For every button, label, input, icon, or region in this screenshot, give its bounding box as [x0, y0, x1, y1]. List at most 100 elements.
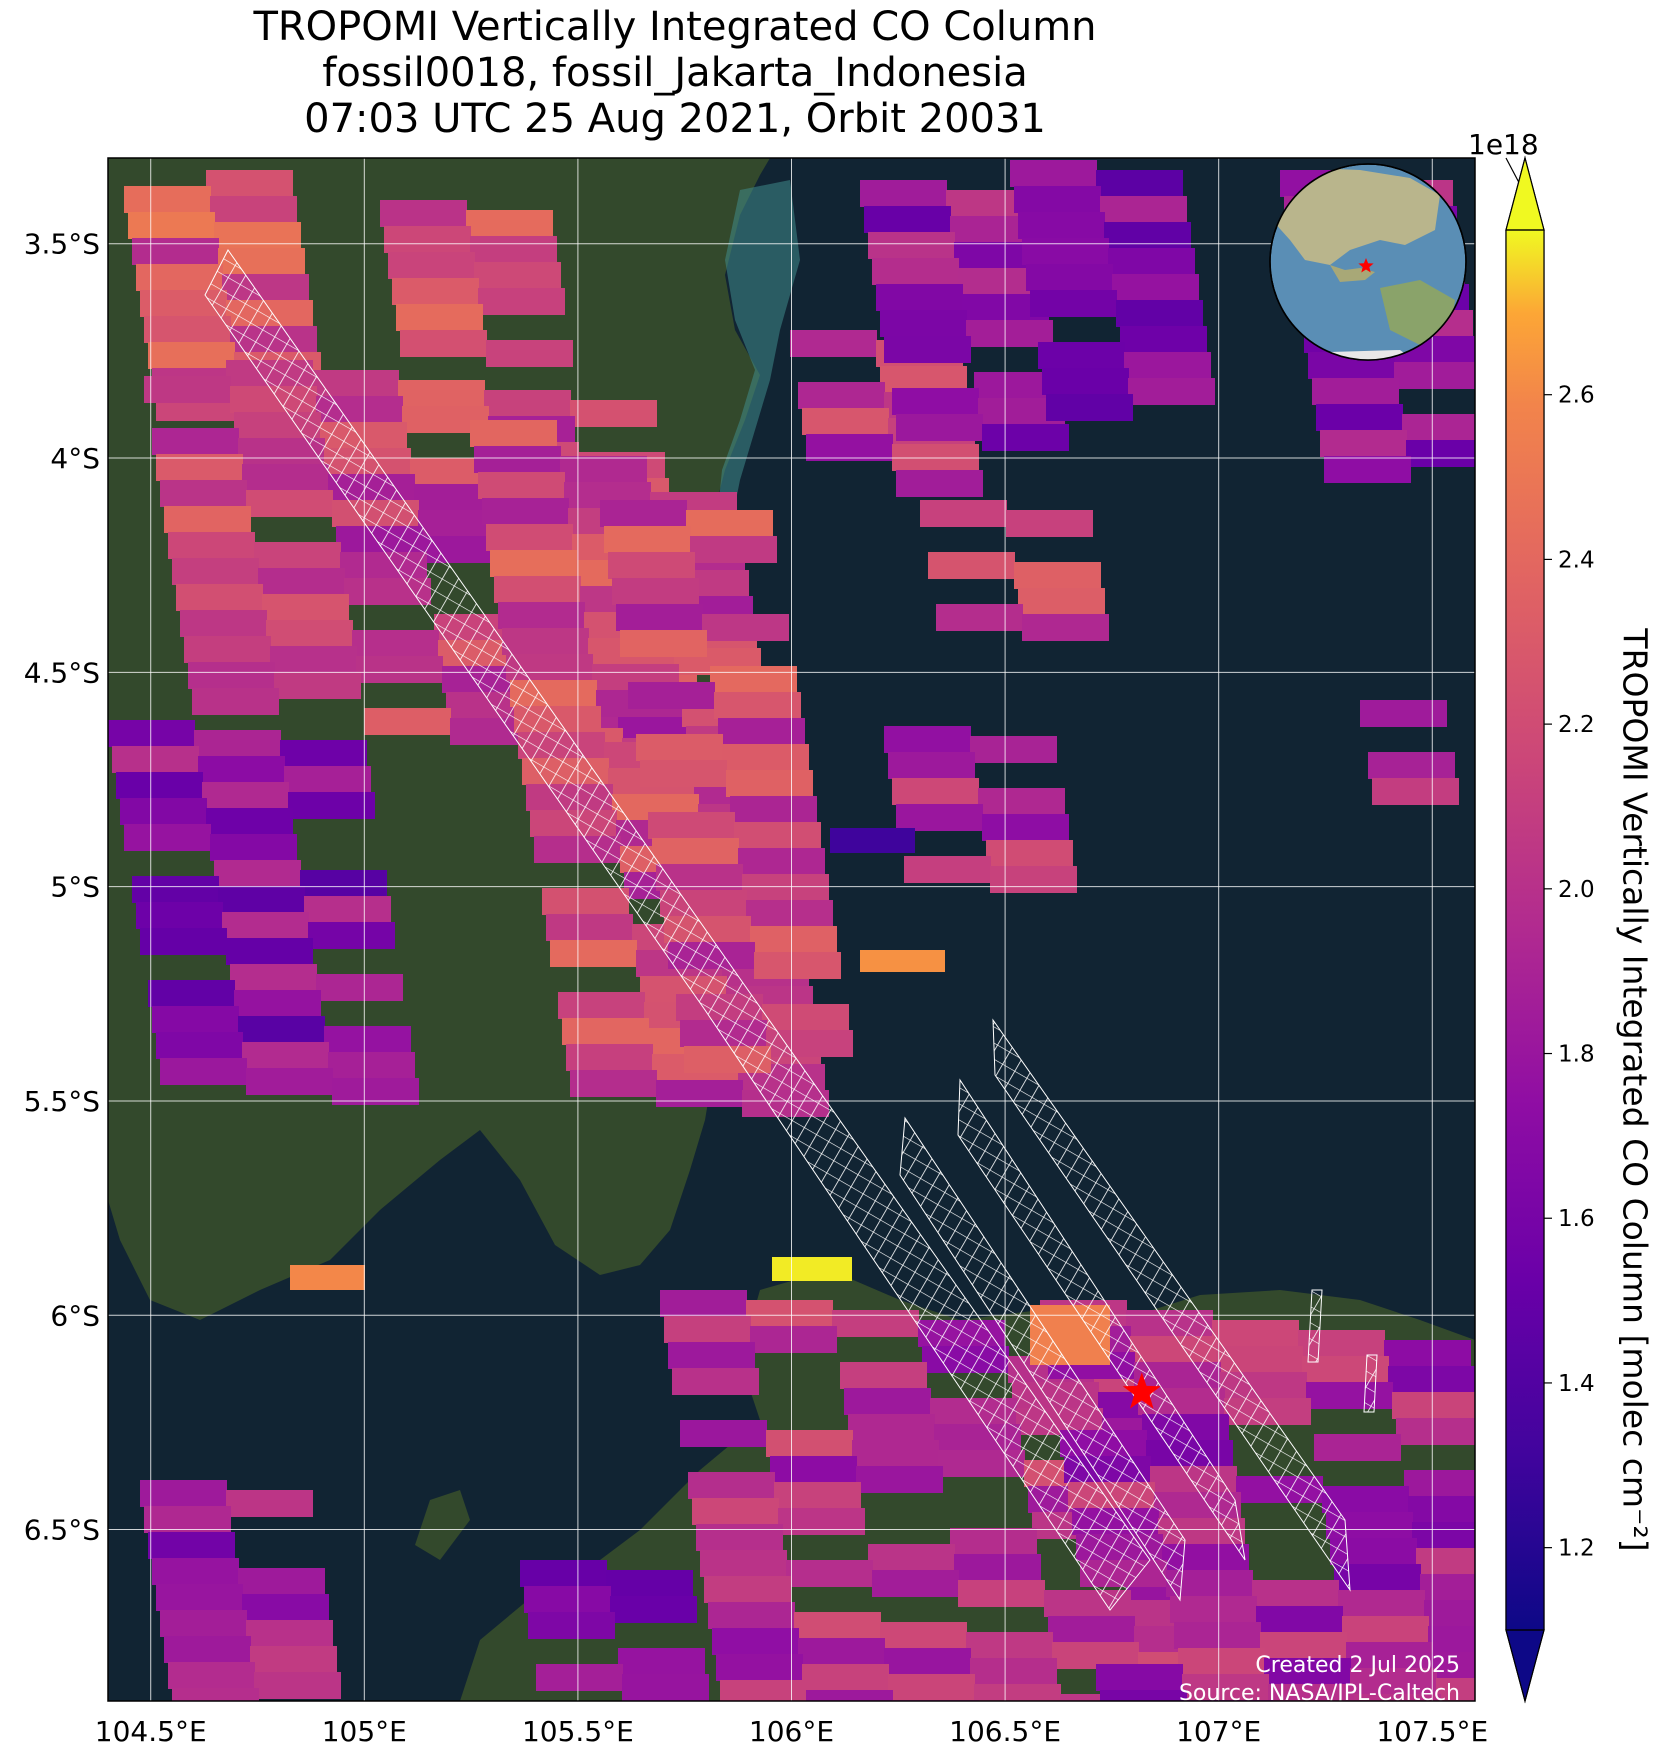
co-pixel [148, 1532, 235, 1559]
co-pixel [958, 1580, 1045, 1607]
co-pixel [290, 1265, 365, 1290]
co-pixel [300, 870, 387, 897]
co-pixel [864, 206, 951, 233]
co-pixel [840, 1362, 927, 1389]
credit-created: Created 2 Jul 2025 [1255, 1653, 1460, 1678]
co-pixel [280, 740, 367, 767]
co-pixel [1038, 342, 1125, 369]
co-pixel [112, 746, 199, 773]
co-pixel [304, 896, 391, 923]
co-pixel [388, 252, 475, 279]
co-pixel [132, 876, 219, 903]
co-pixel [202, 782, 289, 809]
co-pixel [380, 200, 467, 227]
co-pixel [868, 232, 955, 259]
co-pixel [1320, 430, 1407, 457]
lat-tick-label: 6.5°S [24, 1514, 100, 1547]
co-pixel [1096, 170, 1183, 197]
lon-tick-label: 104.5°E [95, 1715, 207, 1748]
co-pixel [738, 848, 825, 875]
co-pixel [762, 1004, 849, 1031]
co-pixel [860, 950, 945, 972]
co-pixel [896, 470, 983, 497]
co-pixel [672, 1368, 759, 1395]
co-pixel [270, 646, 357, 673]
co-pixel [1360, 700, 1447, 727]
co-pixel [664, 1316, 751, 1343]
co-pixel [1014, 562, 1101, 589]
co-pixel [206, 808, 293, 835]
co-pixel [128, 212, 215, 239]
co-pixel [1306, 1382, 1393, 1409]
co-pixel [156, 1584, 243, 1611]
co-pixel [648, 812, 735, 839]
co-pixel [116, 772, 203, 799]
colorbar-tick-label: 2.2 [1558, 712, 1595, 738]
co-pixel [164, 1636, 251, 1663]
co-pixel [498, 602, 585, 629]
co-pixel [628, 682, 715, 709]
co-pixel [1324, 456, 1411, 483]
colorbar-tick-label: 1.6 [1558, 1206, 1595, 1232]
co-pixel [1014, 186, 1101, 213]
co-pixel [364, 708, 451, 735]
co-pixel [222, 912, 309, 939]
co-pixel [120, 798, 207, 825]
co-pixel [1048, 1616, 1135, 1643]
co-pixel [218, 886, 305, 913]
co-pixel [622, 1674, 709, 1701]
co-pixel [474, 446, 561, 473]
hatch-patch-1 [1307, 1289, 1323, 1363]
co-pixel [160, 1610, 247, 1637]
co-pixel [1212, 1320, 1299, 1347]
hatch-swath-main [204, 249, 1151, 1611]
co-pixel [1128, 378, 1215, 405]
co-pixel [892, 778, 979, 805]
co-pixel [168, 532, 255, 559]
co-pixel [928, 552, 1015, 579]
map-area[interactable]: Created 2 Jul 2025 Source: NASA/JPL-Calt… [108, 158, 1531, 1748]
co-pixel [356, 656, 443, 683]
title-line-2: fossil0018, fossil_Jakarta_Indonesia [322, 50, 1028, 96]
co-pixel [936, 604, 1023, 631]
colorbar-ticks: 1.2 1.4 1.6 1.8 2.0 2.2 2.4 2.6 [1544, 383, 1595, 1562]
co-pixel [266, 620, 353, 647]
lon-tick-label: 106°E [749, 1715, 834, 1748]
co-pixel [888, 1674, 975, 1701]
co-pixel [806, 434, 893, 461]
co-pixel [1272, 1710, 1359, 1737]
co-pixel [888, 752, 975, 779]
lon-tick-label: 107.5°E [1376, 1715, 1488, 1748]
co-pixel [164, 506, 251, 533]
lon-tick-labels: 104.5°E 105°E 105.5°E 106°E 106.5°E 107°E 107.… [95, 1715, 1488, 1748]
co-pixel [550, 940, 637, 967]
co-pixel [880, 310, 967, 337]
co-pixel [542, 888, 629, 915]
co-pixel [872, 1570, 959, 1597]
co-pixel [1384, 1340, 1471, 1367]
co-pixel [610, 1596, 697, 1623]
co-pixel [884, 1648, 971, 1675]
co-pixel [896, 804, 983, 831]
lat-tick-label: 5°S [50, 871, 100, 904]
co-pixel [1170, 1596, 1257, 1623]
co-pixel [1252, 1580, 1339, 1607]
co-pixel [766, 1430, 853, 1457]
co-pixel [690, 536, 777, 563]
co-pixel [848, 1414, 935, 1441]
co-pixel [528, 1612, 615, 1639]
colorbar-frame [1505, 229, 1545, 1631]
co-pixel [246, 1620, 333, 1647]
co-pixel [686, 510, 773, 537]
co-pixel [774, 1482, 861, 1509]
co-pixel [714, 692, 801, 719]
co-pixel [612, 578, 699, 605]
colorbar-tick-label: 1.2 [1558, 1536, 1595, 1562]
target-location-marker[interactable] [1122, 1372, 1161, 1409]
co-pixel [608, 552, 695, 579]
co-pixel [144, 376, 231, 403]
co-pixel [176, 584, 263, 611]
co-pixel [1112, 274, 1199, 301]
co-pixel [486, 340, 573, 367]
